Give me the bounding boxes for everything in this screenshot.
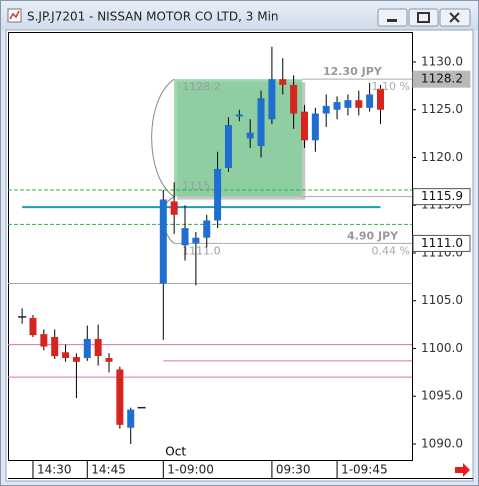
measure-amount: 4.90 JPY xyxy=(347,229,399,242)
candle-body xyxy=(83,338,91,359)
y-tick-label: 1100.0 xyxy=(421,341,463,355)
candle-body xyxy=(62,352,70,359)
measure-percent: 1.10 % xyxy=(372,80,410,93)
price-marker xyxy=(412,234,471,252)
month-label: Oct xyxy=(165,445,186,459)
measure-amount: 12.30 JPY xyxy=(323,65,383,78)
candle-body xyxy=(268,79,276,120)
candle-body xyxy=(181,228,189,246)
candle-body xyxy=(116,369,124,425)
measure-percent: 0.44 % xyxy=(372,244,410,257)
candle-body xyxy=(203,220,211,238)
box-label: 1128.2 xyxy=(182,80,221,93)
x-tick-label: 09:30 xyxy=(276,463,311,477)
candle-body xyxy=(246,132,254,139)
candle-body xyxy=(170,201,178,215)
measure-box xyxy=(174,79,303,197)
candle-body xyxy=(127,409,135,428)
box-label: 1115.9 xyxy=(182,180,221,193)
plot: 1128.2 1115.9 1111.0 xyxy=(8,46,412,444)
candle-body xyxy=(159,199,167,284)
candle-body xyxy=(300,111,308,141)
candle-body xyxy=(290,84,298,114)
y-tick-label: 1090.0 xyxy=(421,436,463,450)
x-tick-label: 14:45 xyxy=(91,463,126,477)
candle-body xyxy=(377,88,385,110)
candle-body xyxy=(214,168,222,221)
window-title: S.JP.J7201 - NISSAN MOTOR CO LTD, 3 Min xyxy=(27,10,279,24)
candle-body xyxy=(366,94,374,108)
window-icon xyxy=(7,8,22,23)
y-tick-label: 1125.0 xyxy=(421,102,463,116)
candle-body xyxy=(344,100,352,108)
candle-body xyxy=(279,79,287,85)
candle-body xyxy=(224,125,232,168)
y-tick-label: 1120.0 xyxy=(421,150,463,164)
price-marker-label: 1115.9 xyxy=(421,189,463,203)
candle-body xyxy=(257,98,265,147)
price-marker xyxy=(412,70,471,88)
x-tick-label: 1-09:00 xyxy=(167,463,214,477)
close-button[interactable] xyxy=(439,8,471,27)
candle-body xyxy=(333,102,341,110)
candle-body xyxy=(311,113,319,141)
x-tick-label: 14:30 xyxy=(37,463,72,477)
price-marker-label: 1128.2 xyxy=(421,72,463,86)
y-tick-label: 1105.0 xyxy=(421,293,463,307)
box-label: 1111.0 xyxy=(182,244,221,257)
candle-body xyxy=(105,358,113,362)
candle-body xyxy=(40,334,48,347)
candle-body xyxy=(29,317,37,336)
minimize-button[interactable] xyxy=(377,8,408,27)
candle-body xyxy=(51,337,59,357)
scroll-arrow[interactable] xyxy=(455,463,470,477)
maximize-button[interactable] xyxy=(408,8,439,27)
price-marker-label: 1111.0 xyxy=(421,236,463,250)
candle-body xyxy=(235,114,243,117)
y-tick-label: 1130.0 xyxy=(421,54,463,68)
candle-body xyxy=(72,357,80,362)
candle-body xyxy=(192,237,200,244)
candle-body xyxy=(355,100,363,108)
candle-body xyxy=(94,338,102,357)
candle-body xyxy=(322,105,330,114)
price-marker xyxy=(412,188,471,206)
y-tick-label: 1095.0 xyxy=(421,389,463,403)
x-tick-label: 1-09:45 xyxy=(341,463,388,477)
